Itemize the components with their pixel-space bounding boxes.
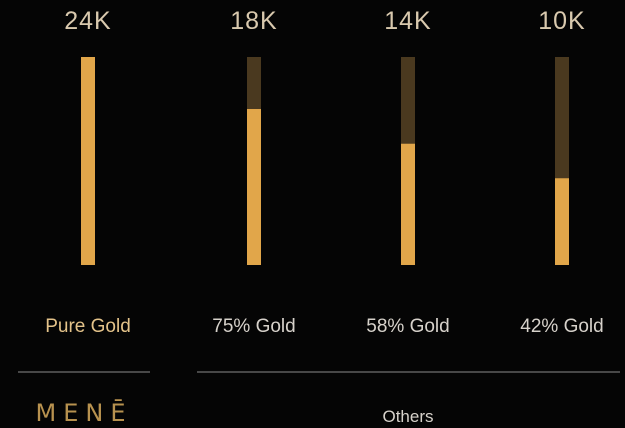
purity-label-14k: 58% Gold <box>366 316 449 337</box>
brand-logo-mene: MENĒ <box>36 398 133 427</box>
purity-label-10k: 42% Gold <box>520 316 603 337</box>
purity-label-18k: 75% Gold <box>212 316 295 337</box>
karat-label-24k: 24K <box>64 7 111 35</box>
bar-fill-10k <box>555 178 569 265</box>
group-label-others: Others <box>382 407 433 426</box>
bar-fill-18k <box>247 109 261 265</box>
karat-label-18k: 18K <box>230 7 277 35</box>
karat-label-10k: 10K <box>538 7 585 35</box>
karat-label-14k: 14K <box>384 7 431 35</box>
bar-fill-24k <box>81 57 95 265</box>
purity-label-24k: Pure Gold <box>45 316 131 337</box>
bar-fill-14k <box>401 143 415 265</box>
